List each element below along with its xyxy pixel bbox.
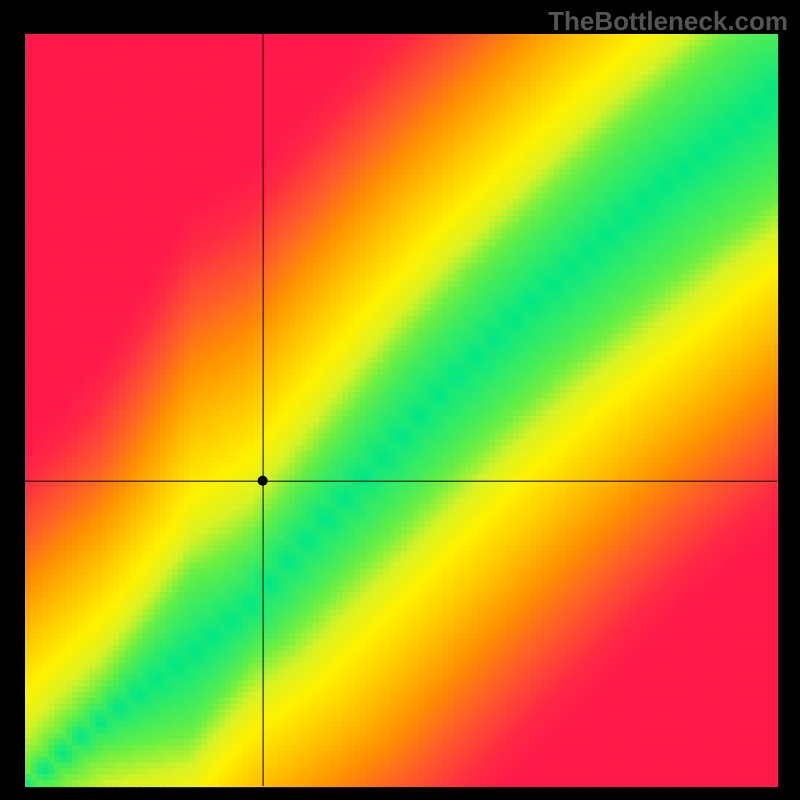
chart-container: TheBottleneck.com xyxy=(0,0,800,800)
watermark-text: TheBottleneck.com xyxy=(548,6,788,37)
bottleneck-heatmap xyxy=(0,0,800,800)
